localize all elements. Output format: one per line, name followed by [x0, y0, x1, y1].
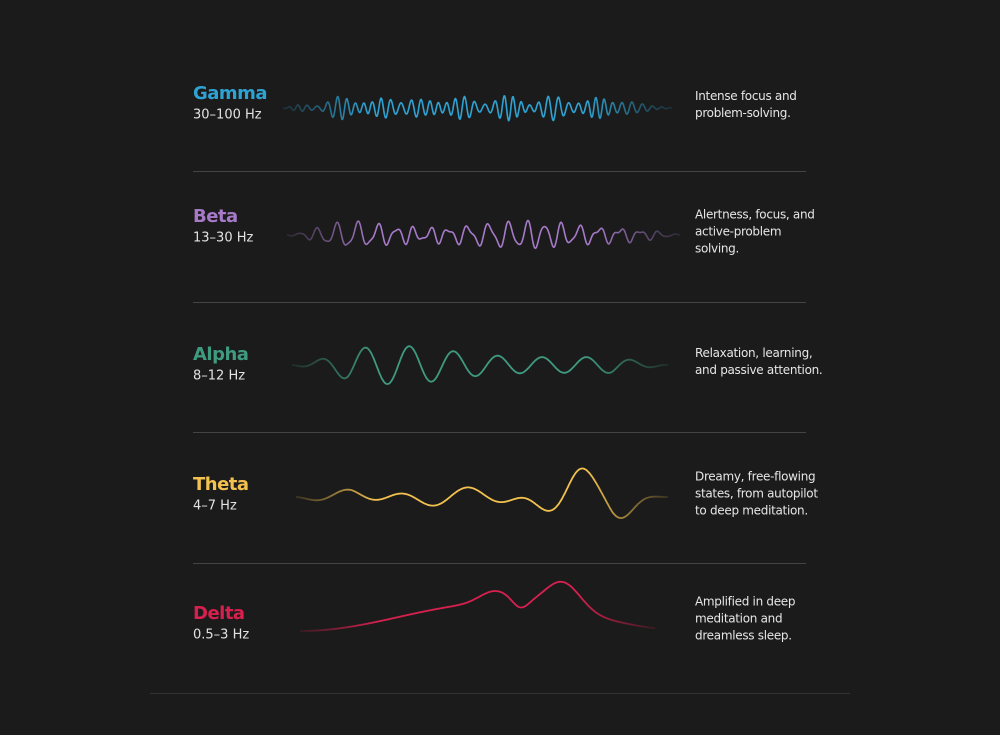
wave: [286, 219, 681, 250]
wave: [295, 467, 669, 519]
frequency-range: 8–12 Hz: [193, 369, 245, 384]
wave: [282, 95, 673, 122]
frequency-range: 30–100 Hz: [193, 108, 262, 123]
description-line: Dreamy, free-flowing: [695, 470, 815, 484]
wave-name: Alpha: [193, 344, 248, 365]
description-line: Intense focus and: [695, 89, 797, 103]
description-line: to deep meditation.: [695, 504, 808, 518]
wave-name: Beta: [193, 206, 238, 227]
frequency-range: 13–30 Hz: [193, 231, 253, 246]
description-line: meditation and: [695, 612, 782, 626]
wave-name: Gamma: [193, 83, 267, 104]
wave: [299, 580, 656, 632]
description-line: Alertness, focus, and: [695, 208, 815, 222]
frequency-range: 0.5–3 Hz: [193, 628, 249, 643]
description-line: Amplified in deep: [695, 595, 795, 609]
wave-name: Delta: [193, 603, 245, 624]
wave-name: Theta: [193, 474, 249, 495]
description-line: problem-solving.: [695, 106, 791, 120]
description-line: solving.: [695, 242, 739, 256]
description-line: Relaxation, learning,: [695, 346, 812, 360]
description-line: states, from autopilot: [695, 487, 818, 501]
description-line: active-problem: [695, 225, 781, 239]
description-line: dreamless sleep.: [695, 629, 792, 643]
frequency-range: 4–7 Hz: [193, 499, 237, 514]
wave: [291, 345, 669, 385]
description-line: and passive attention.: [695, 363, 822, 377]
